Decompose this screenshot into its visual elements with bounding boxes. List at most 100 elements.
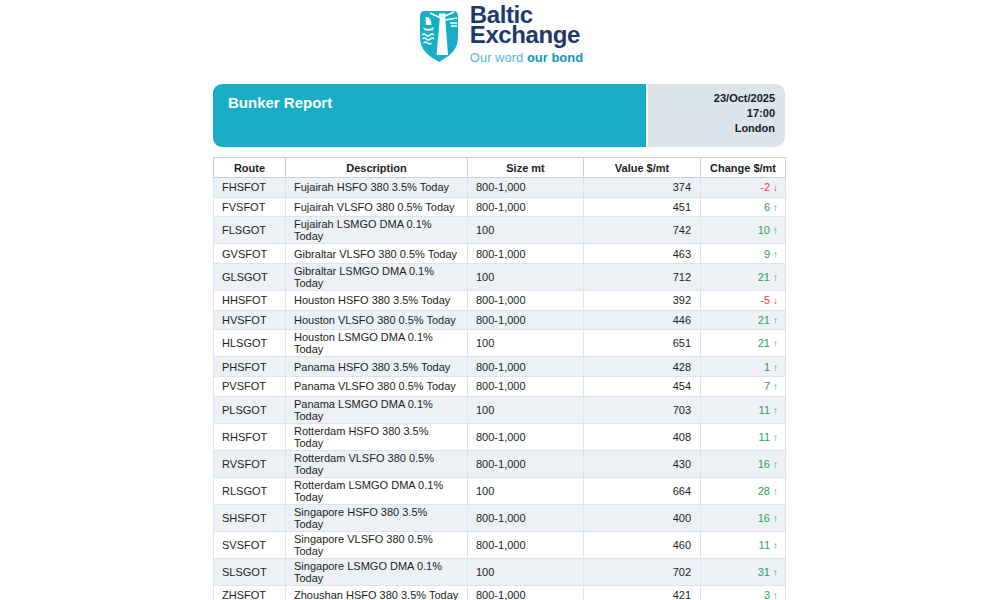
description-cell: Singapore VLSFO 380 0.5% Today: [286, 531, 468, 558]
logo-text: Baltic Exchange Our word our bond: [470, 5, 583, 65]
value-cell: 460: [584, 531, 701, 558]
value-cell: 374: [584, 178, 701, 198]
description-cell: Houston LSMGO DMA 0.1% Today: [286, 330, 468, 357]
report-datetime-box: 23/Oct/2025 17:00 London: [648, 84, 785, 147]
size-cell: 800-1,000: [468, 531, 584, 558]
change-cell: 16↑: [701, 450, 786, 477]
change-value: 1: [764, 361, 770, 373]
value-cell: 664: [584, 477, 701, 504]
route-cell: HVSFOT: [214, 310, 286, 330]
route-cell: FLSGOT: [214, 217, 286, 244]
size-cell: 100: [468, 558, 584, 585]
table-row: SVSFOT Singapore VLSFO 380 0.5% Today 80…: [214, 531, 786, 558]
value-cell: 451: [584, 197, 701, 217]
value-cell: 421: [584, 585, 701, 600]
size-cell: 800-1,000: [468, 423, 584, 450]
description-cell: Zhoushan HSFO 380 3.5% Today: [286, 585, 468, 600]
change-value: 28: [758, 485, 770, 497]
value-cell: 392: [584, 291, 701, 311]
change-value: 10: [758, 224, 770, 236]
change-arrow-icon: ↑: [773, 405, 778, 416]
logo-tagline: Our word our bond: [470, 50, 583, 65]
bunker-rates-table: Route Description Size mt Value $/mt Cha…: [213, 157, 786, 600]
change-cell: 21↑: [701, 264, 786, 291]
change-cell: 21↑: [701, 310, 786, 330]
change-arrow-icon: ↑: [773, 315, 778, 326]
change-value: 16: [758, 458, 770, 470]
value-cell: 702: [584, 558, 701, 585]
table-row: FVSFOT Fujairah VLSFO 380 0.5% Today 800…: [214, 197, 786, 217]
route-cell: RVSFOT: [214, 450, 286, 477]
column-header-route: Route: [214, 158, 286, 178]
change-arrow-icon: ↑: [773, 381, 778, 392]
change-arrow-icon: ↑: [773, 459, 778, 470]
baltic-exchange-shield-icon: [417, 9, 461, 63]
change-arrow-icon: ↑: [773, 338, 778, 349]
change-cell: 9↑: [701, 244, 786, 264]
value-cell: 428: [584, 357, 701, 377]
change-arrow-icon: ↑: [773, 432, 778, 443]
route-cell: HHSFOT: [214, 291, 286, 311]
tagline-bold: our bond: [527, 50, 583, 65]
route-cell: FVSFOT: [214, 197, 286, 217]
change-cell: 11↑: [701, 396, 786, 423]
description-cell: Gibraltar LSMGO DMA 0.1% Today: [286, 264, 468, 291]
table-row: SHSFOT Singapore HSFO 380 3.5% Today 800…: [214, 504, 786, 531]
change-value: 3: [764, 589, 770, 600]
change-arrow-icon: ↑: [773, 540, 778, 551]
size-cell: 100: [468, 217, 584, 244]
value-cell: 454: [584, 377, 701, 397]
description-cell: Singapore HSFO 380 3.5% Today: [286, 504, 468, 531]
route-cell: SHSFOT: [214, 504, 286, 531]
description-cell: Rotterdam HSFO 380 3.5% Today: [286, 423, 468, 450]
change-arrow-icon: ↑: [773, 272, 778, 283]
route-cell: GVSFOT: [214, 244, 286, 264]
description-cell: Houston HSFO 380 3.5% Today: [286, 291, 468, 311]
table-row: SLSGOT Singapore LSMGO DMA 0.1% Today 10…: [214, 558, 786, 585]
table-row: RHSFOT Rotterdam HSFO 380 3.5% Today 800…: [214, 423, 786, 450]
change-value: 11: [759, 431, 770, 443]
change-arrow-icon: ↑: [773, 513, 778, 524]
change-cell: 10↑: [701, 217, 786, 244]
size-cell: 800-1,000: [468, 310, 584, 330]
table-row: RLSGOT Rotterdam LSMGO DMA 0.1% Today 10…: [214, 477, 786, 504]
change-arrow-icon: ↑: [773, 590, 778, 600]
value-cell: 446: [584, 310, 701, 330]
description-cell: Fujairah LSMGO DMA 0.1% Today: [286, 217, 468, 244]
change-arrow-icon: ↑: [773, 225, 778, 236]
change-value: 21: [758, 271, 770, 283]
change-cell: 28↑: [701, 477, 786, 504]
change-arrow-icon: ↑: [773, 362, 778, 373]
value-cell: 463: [584, 244, 701, 264]
table-row: GLSGOT Gibraltar LSMGO DMA 0.1% Today 10…: [214, 264, 786, 291]
table-row: RVSFOT Rotterdam VLSFO 380 0.5% Today 80…: [214, 450, 786, 477]
size-cell: 800-1,000: [468, 178, 584, 198]
route-cell: PLSGOT: [214, 396, 286, 423]
change-cell: 31↑: [701, 558, 786, 585]
description-cell: Fujairah VLSFO 380 0.5% Today: [286, 197, 468, 217]
size-cell: 100: [468, 330, 584, 357]
change-cell: 11↑: [701, 531, 786, 558]
size-cell: 100: [468, 396, 584, 423]
table-row: HVSFOT Houston VLSFO 380 0.5% Today 800-…: [214, 310, 786, 330]
change-cell: -2↓: [701, 178, 786, 198]
size-cell: 100: [468, 264, 584, 291]
table-row: HLSGOT Houston LSMGO DMA 0.1% Today 100 …: [214, 330, 786, 357]
change-arrow-icon: ↓: [773, 295, 778, 306]
size-cell: 800-1,000: [468, 504, 584, 531]
size-cell: 800-1,000: [468, 585, 584, 600]
change-cell: 11↑: [701, 423, 786, 450]
change-value: 11: [759, 539, 770, 551]
table-row: HHSFOT Houston HSFO 380 3.5% Today 800-1…: [214, 291, 786, 311]
description-cell: Houston VLSFO 380 0.5% Today: [286, 310, 468, 330]
report-date: 23/Oct/2025: [648, 91, 775, 106]
report-title: Bunker Report: [213, 84, 646, 147]
change-cell: 3↑: [701, 585, 786, 600]
route-cell: ZHSFOT: [214, 585, 286, 600]
change-value: 6: [764, 201, 770, 213]
table-row: PLSGOT Panama LSMGO DMA 0.1% Today 100 7…: [214, 396, 786, 423]
description-cell: Panama VLSFO 380 0.5% Today: [286, 377, 468, 397]
change-arrow-icon: ↑: [773, 486, 778, 497]
change-cell: 1↑: [701, 357, 786, 377]
change-value: 21: [758, 337, 770, 349]
